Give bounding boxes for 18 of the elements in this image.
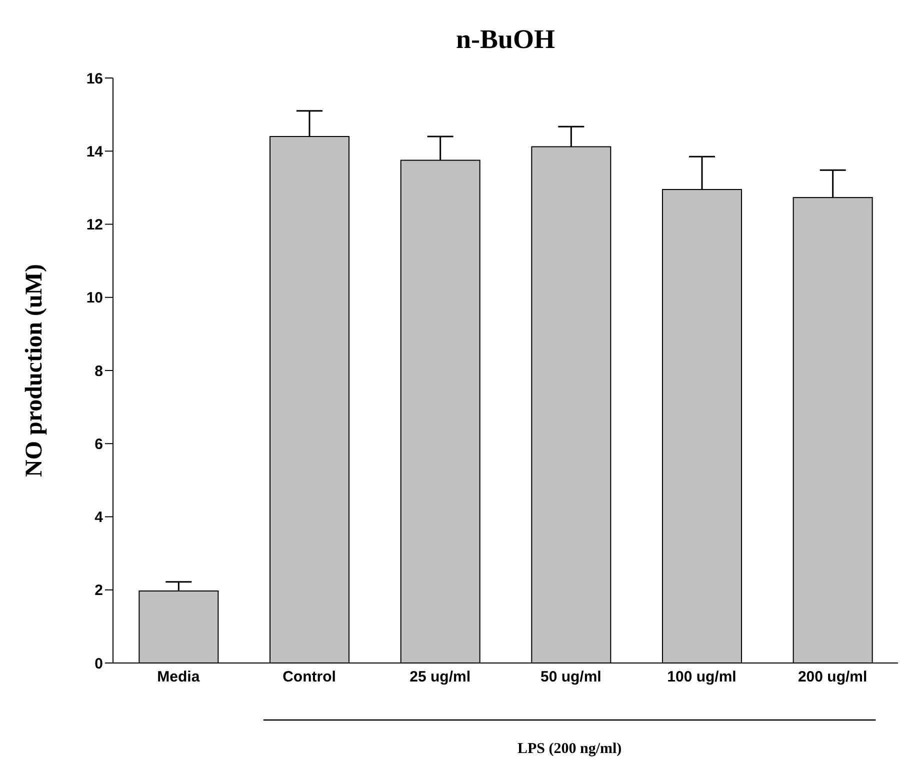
y-tick-label: 6 [94, 436, 103, 453]
x-tick-label: 100 ug/ml [667, 668, 736, 686]
chart-title: n-BuOH [456, 24, 556, 54]
text: LPS (200 ng/ml) [518, 741, 622, 757]
y-tick-label: 0 [94, 655, 103, 672]
y-tick-label: 2 [94, 582, 103, 600]
y-tick-label: 10 [86, 290, 103, 307]
x-tick-label: Control [282, 668, 336, 686]
y-tick-label: 8 [94, 362, 103, 380]
x-tick-label: 50 ug/ml [540, 668, 602, 686]
x-tick-label: 200 ug/ml [798, 668, 868, 686]
y-tick-label: 16 [86, 70, 103, 88]
y-tick-label: 4 [94, 509, 104, 526]
x-tick-label: 25 ug/ml [410, 668, 471, 686]
y-tick-label: 12 [86, 216, 103, 234]
y-axis-title: NO production (uM) [22, 264, 48, 477]
y-tick-label: 14 [86, 143, 104, 160]
x-tick-label: Media [157, 668, 200, 686]
